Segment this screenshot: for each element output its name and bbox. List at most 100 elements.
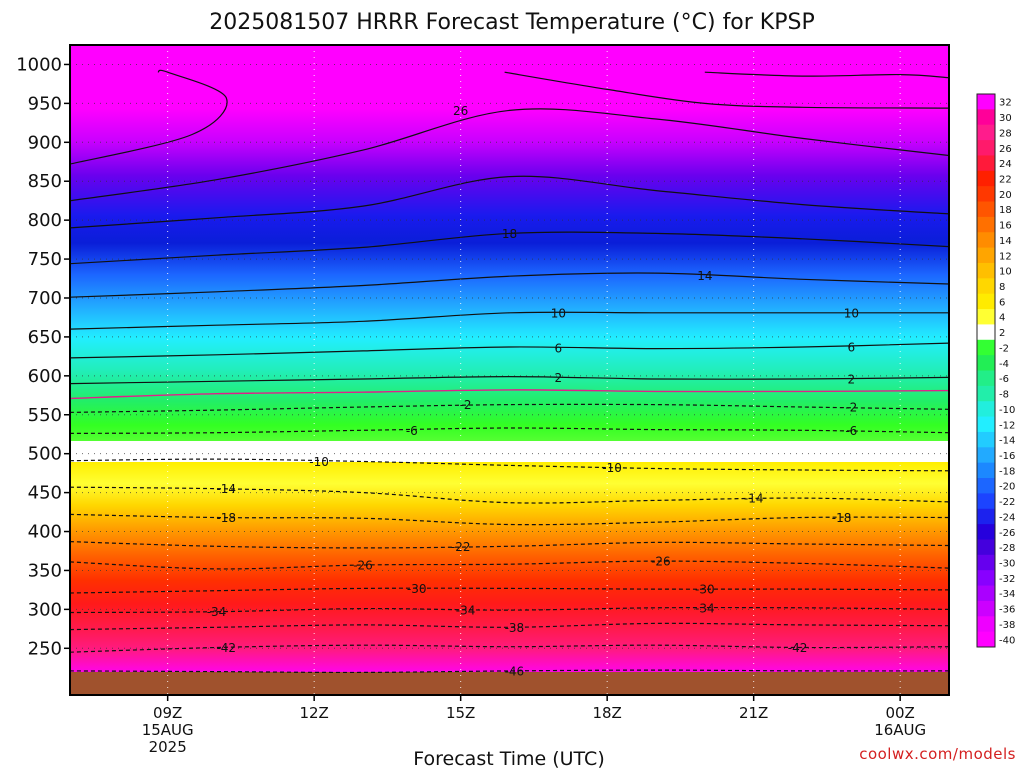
contour-label: 10 <box>844 306 859 320</box>
y-tick-label: 650 <box>28 327 62 348</box>
colorbar-label: 18 <box>999 205 1012 216</box>
colorbar-swatch <box>977 155 995 172</box>
x-tick-label: 12Z <box>299 704 328 722</box>
colorbar-label: 8 <box>999 282 1005 293</box>
colorbar-swatch <box>977 140 995 156</box>
colorbar-swatch <box>977 339 995 356</box>
x-tick-label: 15AUG <box>142 721 194 739</box>
colorbar-swatch <box>977 616 995 633</box>
colorbar-swatch <box>977 370 995 387</box>
contour-label: -34 <box>695 601 715 615</box>
colorbar-swatch <box>977 524 995 540</box>
colorbar-swatch <box>977 431 995 448</box>
x-tick-label: 18Z <box>592 704 621 722</box>
y-tick-label: 250 <box>28 638 62 659</box>
surface-ground-fill <box>70 672 949 695</box>
grid-lines <box>70 45 949 695</box>
isotherm-line <box>70 69 228 165</box>
contour-label: -14 <box>216 482 236 496</box>
y-tick-label: 900 <box>28 132 62 153</box>
isotherm-line <box>504 71 949 109</box>
isotherm-line <box>70 231 949 265</box>
colorbar-label: -16 <box>999 451 1015 462</box>
colorbar-label: 32 <box>999 98 1012 109</box>
colorbar-label: -24 <box>999 512 1015 523</box>
contour-label: -2 <box>460 398 472 412</box>
colorbar-label: 28 <box>999 128 1012 139</box>
colorbar-swatch <box>977 247 995 264</box>
colorbar-swatch <box>977 170 995 187</box>
colorbar-label: -36 <box>999 605 1015 616</box>
colorbar-swatch <box>977 508 995 525</box>
colorbar-swatch <box>977 186 995 203</box>
colorbar-swatch <box>977 124 995 141</box>
contour-label: 18 <box>502 227 517 241</box>
colorbar-label: -14 <box>999 436 1015 447</box>
credit-text: coolwx.com/models <box>859 745 1016 763</box>
colorbar-label: 4 <box>999 313 1005 324</box>
plot-area: -46-42 -42-38-34 -34 -34-30 -30-26 -26-22-18-… <box>70 45 949 695</box>
contour-label: -26 <box>651 555 671 569</box>
contour-label: 6 <box>848 341 856 355</box>
contour-label: 14 <box>697 269 712 283</box>
colorbar: 32 30 28 26 24 22 20 18 16 14 12 10 8 6 4 2 -2 -4 -6 -8 -10 -… <box>976 93 1015 648</box>
colorbar-swatch <box>977 585 995 602</box>
colorbar-label: -28 <box>999 543 1015 554</box>
contour-label: -34 <box>456 604 476 618</box>
isotherm-line <box>70 311 949 330</box>
colorbar-swatch <box>977 309 995 325</box>
isotherm-line <box>70 108 949 202</box>
colorbar-swatch <box>977 401 995 418</box>
colorbar-label: -4 <box>999 359 1009 370</box>
colorbar-swatch <box>977 355 995 371</box>
colorbar-label: -26 <box>999 528 1015 539</box>
isotherm-line <box>704 71 949 79</box>
contour-label: 6 <box>555 341 563 355</box>
isotherm-line <box>70 389 949 400</box>
colorbar-label: -22 <box>999 497 1015 508</box>
colorbar-swatch <box>977 278 995 295</box>
contour-label: -10 <box>602 461 622 475</box>
contour-label: -6 <box>845 424 857 438</box>
colorbar-label: 6 <box>999 297 1005 308</box>
contour-label: -30 <box>407 582 427 596</box>
contour-label: 10 <box>551 306 566 320</box>
colorbar-swatch <box>977 554 995 571</box>
x-tick-label: 09Z <box>153 704 182 722</box>
colorbar-label: -6 <box>999 374 1009 385</box>
colorbar-frame <box>976 93 996 648</box>
plot-frame <box>69 44 950 696</box>
colorbar-label: -34 <box>999 589 1015 600</box>
colorbar-label: 24 <box>999 159 1012 170</box>
colorbar-label: -8 <box>999 390 1009 401</box>
colorbar-label: -18 <box>999 466 1015 477</box>
colorbar-label: 22 <box>999 174 1012 185</box>
y-tick-label: 400 <box>28 522 62 543</box>
colorbar-label: -40 <box>999 635 1015 646</box>
colorbar-swatch <box>977 324 995 341</box>
colorbar-label: 14 <box>999 236 1012 247</box>
x-tick-label: 16AUG <box>874 721 926 739</box>
y-tick-label: 350 <box>28 560 62 581</box>
y-tick-label: 950 <box>28 93 62 114</box>
x-tick-label: 21Z <box>739 704 768 722</box>
colorbar-swatch <box>977 539 995 556</box>
colorbar-swatch <box>977 216 995 233</box>
y-tick-label: 550 <box>28 405 62 426</box>
x-tick-label: 00Z <box>885 704 914 722</box>
colorbar-label: 10 <box>999 267 1012 278</box>
colorbar-swatch <box>977 94 995 110</box>
contour-label: -6 <box>406 424 418 438</box>
contour-label: -2 <box>845 400 857 414</box>
colorbar-label: -2 <box>999 343 1009 354</box>
colorbar-swatch <box>977 631 995 648</box>
chart-title: 2025081507 HRRR Forecast Temperature (°C… <box>209 10 814 35</box>
colorbar-swatch <box>977 232 995 249</box>
colorbar-label: 16 <box>999 221 1012 232</box>
colorbar-swatch <box>977 262 995 279</box>
colorbar-swatch <box>977 447 995 464</box>
colorbar-label: 2 <box>999 328 1005 339</box>
y-tick-label: 800 <box>28 210 62 231</box>
